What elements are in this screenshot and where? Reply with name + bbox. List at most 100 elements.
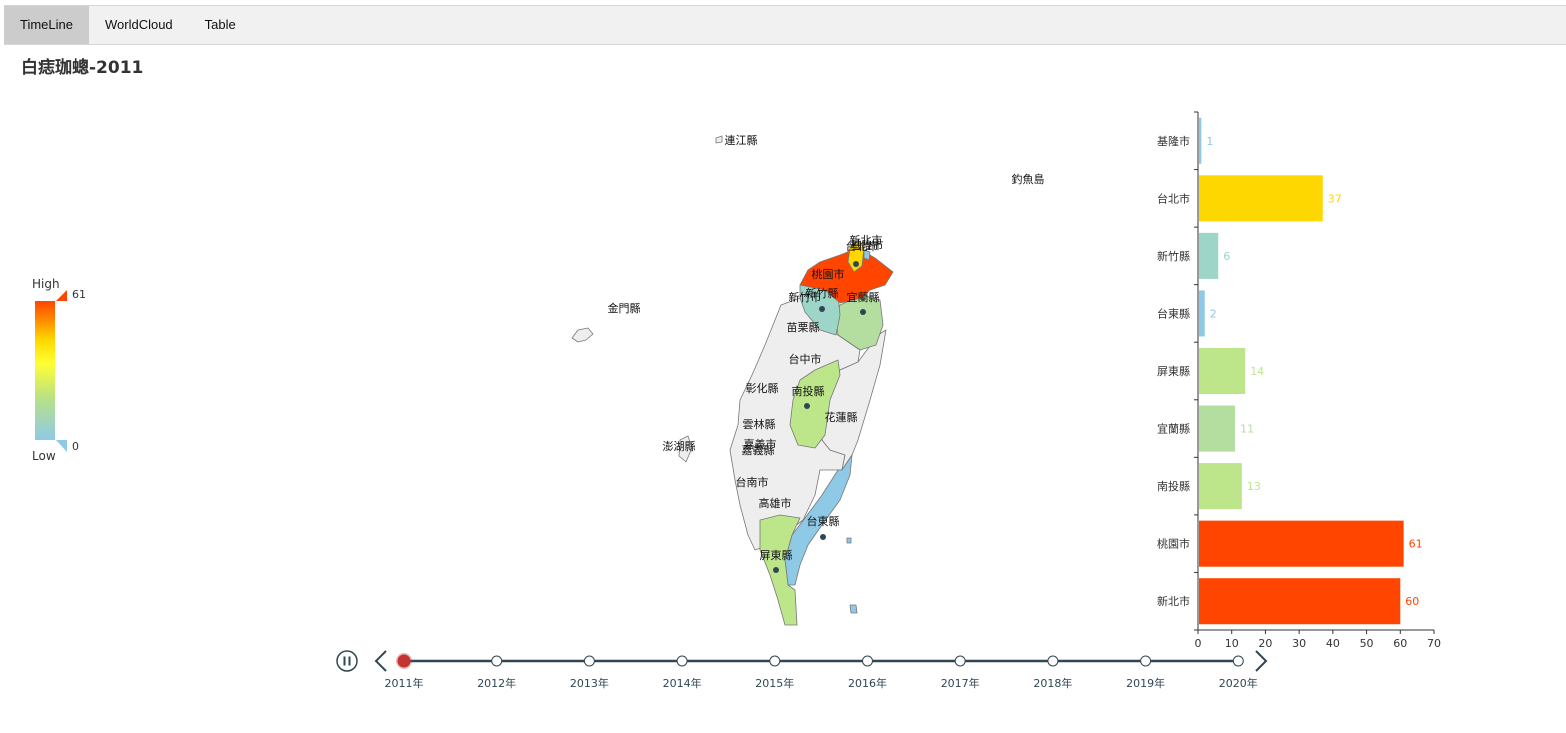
page-title: 白痣珈蟌-2011 — [21, 58, 144, 78]
timeline-year-label[interactable]: 2012年 — [477, 676, 516, 690]
y-tick-label: 南投縣 — [1157, 479, 1190, 493]
x-tick-label: 20 — [1258, 637, 1272, 650]
timeline-node[interactable] — [1232, 655, 1244, 667]
timeline-node[interactable] — [862, 655, 873, 667]
region-orchid-island[interactable] — [846, 537, 852, 544]
region-pingtung[interactable] — [759, 514, 801, 626]
map-label: 新北市 — [850, 233, 883, 247]
map-point-taipei[interactable] — [853, 261, 859, 267]
timeline-node[interactable] — [491, 655, 503, 667]
prev-button[interactable] — [374, 650, 387, 672]
x-tick-label: 60 — [1393, 637, 1407, 650]
bar[interactable] — [1199, 175, 1323, 222]
timeline-year-label[interactable]: 2015年 — [755, 676, 794, 690]
map-point-pingtung[interactable] — [773, 567, 779, 573]
map-label: 彰化縣 — [746, 381, 779, 395]
x-tick-label: 50 — [1360, 637, 1374, 650]
region-taoyuan-newtaipei[interactable] — [799, 247, 894, 304]
bar-value-label: 14 — [1250, 365, 1264, 378]
tab-timeline[interactable]: TimeLine — [4, 6, 89, 44]
region-penghu[interactable] — [678, 435, 693, 463]
visual-map-high-handle[interactable] — [56, 290, 67, 301]
bar[interactable] — [1199, 117, 1202, 164]
timeline-node[interactable] — [583, 655, 595, 667]
visual-map: High 61 0 Low — [32, 277, 86, 463]
visual-map-min-value: 0 — [72, 440, 79, 453]
y-tick-label: 台東縣 — [1157, 306, 1190, 320]
y-tick-label: 桃園市 — [1157, 537, 1190, 551]
pause-icon — [343, 656, 346, 666]
map-label: 雲林縣 — [743, 417, 776, 431]
timeline-node[interactable] — [954, 655, 966, 667]
tab-worldcloud[interactable]: WorldCloud — [104, 17, 173, 32]
x-tick-label: 70 — [1427, 637, 1441, 650]
bar-value-label: 37 — [1328, 192, 1342, 205]
map-label: 嘉義縣 — [742, 443, 775, 457]
timeline-year-label[interactable]: 2011年 — [385, 676, 424, 690]
region-green-island[interactable] — [849, 604, 858, 614]
visual-map-low-label: Low — [32, 449, 56, 463]
bar[interactable] — [1199, 463, 1242, 510]
map-label: 花蓮縣 — [825, 410, 858, 424]
x-tick-label: 30 — [1292, 637, 1306, 650]
timeline: 2011年 2012年 2013年 2014年 2015年 2016年 2017年 2018年… — [336, 650, 1268, 690]
bar[interactable] — [1199, 405, 1236, 452]
region-keelung[interactable] — [863, 249, 871, 261]
map-label: 宜蘭縣 — [847, 290, 880, 304]
map-point-yilan[interactable] — [860, 309, 866, 315]
map-point-nantou[interactable] — [804, 403, 810, 409]
region-lienchiang[interactable] — [715, 135, 723, 144]
visual-map-low-handle[interactable] — [56, 440, 67, 452]
y-tick-label: 基隆市 — [1157, 134, 1190, 148]
timeline-year-label[interactable]: 2014年 — [663, 676, 702, 690]
next-button[interactable] — [1255, 650, 1268, 672]
timeline-year-label[interactable]: 2020年 — [1219, 676, 1258, 690]
region-taipei[interactable] — [847, 239, 865, 273]
timeline-year-label[interactable]: 2017年 — [941, 676, 980, 690]
visual-map-bar[interactable] — [35, 301, 55, 440]
bar[interactable] — [1199, 347, 1246, 395]
map-label: 基隆市 — [851, 238, 884, 252]
map-label: 屏東縣 — [760, 549, 793, 562]
timeline-node[interactable] — [1047, 655, 1059, 667]
y-tick-label: 宜蘭縣 — [1157, 422, 1190, 436]
map-label: 新竹縣 — [806, 286, 839, 300]
bar[interactable] — [1199, 290, 1205, 337]
timeline-current-node[interactable] — [397, 654, 411, 668]
bar-value-label: 1 — [1206, 135, 1213, 148]
map-label: 高雄市 — [759, 496, 792, 510]
timeline-node[interactable] — [676, 655, 688, 667]
timeline-year-label[interactable]: 2018年 — [1033, 676, 1072, 690]
tab-table[interactable]: Table — [204, 17, 236, 32]
map-label: 釣魚島 — [1012, 172, 1045, 186]
map-label: 桃園市 — [812, 267, 845, 281]
map-point-taitung[interactable] — [820, 534, 826, 540]
region-kinmen[interactable] — [571, 327, 594, 343]
x-tick-label: 40 — [1326, 637, 1340, 650]
map-label: 南投縣 — [792, 384, 825, 398]
map-label: 澎湖縣 — [663, 440, 696, 453]
map-labels: 連江縣釣魚島金門縣 新北市台北市基隆市桃園市新竹市新竹縣 宜蘭縣苗栗縣台中市彰化縣南… — [608, 133, 1045, 562]
map-label: 台北市 — [846, 239, 879, 253]
bar[interactable] — [1199, 232, 1219, 279]
timeline-year-label[interactable]: 2013年 — [570, 676, 609, 690]
tab-bar: TimeLine WorldCloud Table — [4, 5, 1566, 45]
timeline-node[interactable] — [769, 655, 781, 667]
map-label: 台南市 — [736, 475, 769, 489]
x-tick-label: 10 — [1225, 637, 1239, 650]
y-tick-label: 屏東縣 — [1157, 365, 1190, 378]
map-point-hsinchu[interactable] — [819, 306, 825, 312]
bar[interactable] — [1199, 520, 1404, 567]
map-points — [773, 261, 866, 573]
map-label: 嘉義市 — [744, 437, 777, 451]
timeline-node[interactable] — [1140, 655, 1152, 667]
bar-value-label: 60 — [1405, 595, 1419, 608]
play-pause-button[interactable] — [336, 650, 358, 672]
bar[interactable] — [1199, 578, 1401, 625]
x-tick-label: 0 — [1195, 637, 1202, 650]
bar-value-label: 11 — [1240, 423, 1254, 436]
region-nantou[interactable] — [789, 359, 841, 449]
timeline-year-label[interactable]: 2019年 — [1126, 676, 1165, 690]
timeline-year-label[interactable]: 2016年 — [848, 676, 887, 690]
